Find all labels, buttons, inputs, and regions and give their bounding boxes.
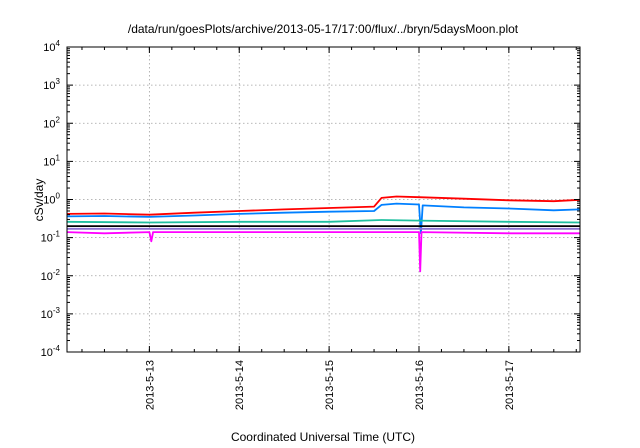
series-line — [66, 219, 581, 224]
series-line — [66, 202, 581, 235]
y-axis-label: cSv/day — [32, 179, 46, 222]
x-tick-label: 2013-5-16 — [414, 360, 426, 410]
ticks — [67, 46, 580, 353]
x-tick-label: 2013-5-17 — [504, 360, 516, 410]
y-tick-label: 104 — [43, 39, 60, 54]
y-tick-label: 10-2 — [41, 268, 61, 283]
x-tick-labels: 2013-5-13 2013-5-14 2013-5-15 2013-5-16 2013… — [144, 360, 515, 410]
y-tick-label: 10-4 — [41, 344, 61, 359]
y-tick-label: 102 — [43, 115, 60, 130]
y-tick-label: 101 — [43, 153, 60, 168]
x-tick-label: 2013-5-15 — [324, 360, 336, 410]
y-tick-label: 10-1 — [41, 230, 61, 245]
series-line — [66, 195, 581, 216]
x-tick-label: 2013-5-13 — [144, 360, 156, 410]
series-layer — [66, 195, 581, 273]
y-tick-labels: 10-4 10-3 10-2 10-1 100 101 102 103 104 — [41, 39, 61, 359]
chart-title: /data/run/goesPlots/archive/2013-05-17/1… — [128, 22, 519, 36]
series-line — [66, 231, 580, 273]
x-tick-label: 2013-5-14 — [234, 360, 246, 410]
y-tick-label: 103 — [43, 77, 60, 92]
y-tick-label: 10-3 — [41, 306, 61, 321]
x-axis-label: Coordinated Universal Time (UTC) — [231, 430, 415, 444]
y-tick-label: 100 — [43, 192, 60, 207]
